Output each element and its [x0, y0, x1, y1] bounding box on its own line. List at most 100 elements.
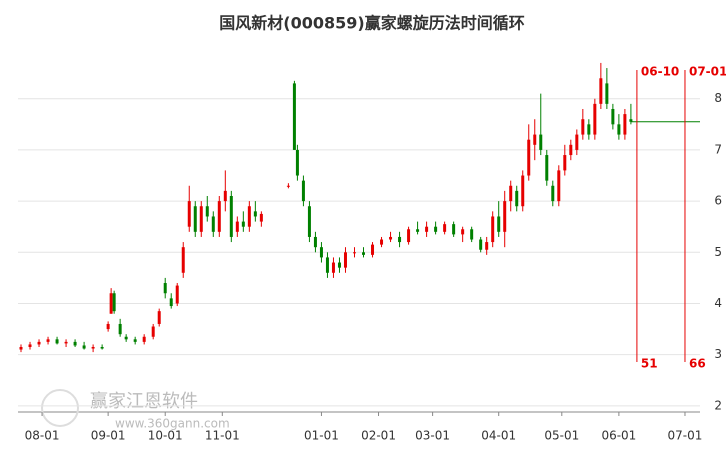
- candle-body: [253, 211, 257, 217]
- watermark-logo: [41, 389, 79, 427]
- candle-body: [19, 346, 23, 350]
- candle-body: [617, 124, 621, 135]
- y-tick-label: 2: [714, 398, 722, 412]
- candle-body: [175, 285, 179, 304]
- candle-body: [118, 323, 122, 335]
- candle-body: [425, 226, 429, 232]
- candle-body: [434, 226, 438, 232]
- x-tick-label: 04-01: [481, 429, 516, 443]
- candle-body: [319, 247, 323, 258]
- candle-body: [551, 185, 555, 202]
- candle-body: [479, 239, 483, 250]
- candle-body: [151, 326, 155, 337]
- candle-body: [557, 170, 561, 202]
- candle-body: [611, 108, 615, 125]
- candle-body: [73, 341, 77, 346]
- candle-body: [362, 252, 366, 255]
- x-tick-label: 09-01: [91, 429, 126, 443]
- candle-body: [521, 175, 525, 207]
- candle-body: [106, 323, 110, 330]
- x-tick-label: 11-01: [205, 429, 240, 443]
- candle-body: [497, 216, 501, 232]
- y-tick-label: 6: [714, 194, 722, 208]
- candle-body: [563, 155, 567, 171]
- watermark-url: www.360gann.com: [115, 417, 230, 431]
- candle-body: [389, 236, 393, 240]
- y-tick-label: 5: [714, 245, 722, 259]
- candle-body: [301, 180, 305, 202]
- candle-body: [509, 185, 513, 202]
- candle-body: [247, 206, 251, 227]
- candle-body: [581, 119, 585, 135]
- watermark: 赢家江恩软件: [90, 390, 198, 412]
- candle-body: [623, 114, 627, 135]
- candle-body: [205, 206, 209, 217]
- candle-body: [533, 134, 537, 145]
- candle-body: [331, 262, 335, 273]
- candle-body: [545, 155, 549, 181]
- candle-body: [169, 298, 173, 307]
- candle-body: [593, 103, 597, 135]
- candle-body: [325, 257, 329, 273]
- candle-body: [91, 346, 95, 349]
- candle-body: [452, 224, 456, 235]
- candle-body: [163, 283, 167, 294]
- candle-body: [199, 206, 203, 232]
- candle-body: [470, 229, 474, 240]
- x-tick-label: 05-01: [544, 429, 579, 443]
- candle-body: [100, 346, 104, 349]
- candle-body: [337, 262, 341, 268]
- x-tick-label: 02-01: [361, 429, 396, 443]
- candle-body: [55, 339, 59, 344]
- candle-body: [599, 78, 603, 104]
- candle-body: [46, 339, 50, 342]
- candle-body: [343, 252, 347, 268]
- candle-body: [187, 201, 191, 227]
- y-tick-label: 8: [714, 91, 722, 105]
- candle-body: [295, 149, 299, 176]
- chart-title: 国风新材(000859)赢家螺旋历法时间循环: [219, 14, 524, 33]
- candle-body: [223, 190, 227, 202]
- candle-body: [142, 336, 146, 342]
- candle-body: [443, 224, 447, 232]
- candle-body: [64, 341, 68, 344]
- x-tick-label: 01-01: [304, 429, 339, 443]
- x-tick-label: 07-01: [668, 429, 703, 443]
- candle-body: [416, 229, 420, 232]
- candle-body: [575, 134, 579, 150]
- candle-body: [485, 242, 489, 250]
- y-tick-label: 4: [714, 296, 722, 310]
- candle-body: [407, 229, 411, 243]
- candle-body: [307, 206, 311, 237]
- candle-body: [193, 206, 197, 232]
- candle-body: [569, 144, 573, 156]
- candle-body: [109, 293, 113, 314]
- candle-body: [211, 216, 215, 232]
- candle-body: [157, 311, 161, 324]
- candle-body: [235, 221, 239, 232]
- candle-body: [229, 195, 233, 237]
- candle-body: [37, 341, 41, 345]
- candle-body: [133, 339, 137, 342]
- x-tick-label: 06-01: [601, 429, 636, 443]
- candle-body: [605, 83, 609, 104]
- candle-body: [398, 236, 402, 243]
- x-tick-label: 10-01: [148, 429, 183, 443]
- candle-body: [181, 247, 185, 273]
- candle-body: [371, 244, 375, 255]
- candle-body: [286, 185, 290, 187]
- candle-body: [587, 124, 591, 135]
- cycle-count: 51: [641, 357, 658, 371]
- x-tick-label: 08-01: [25, 429, 60, 443]
- candle-body: [112, 293, 116, 312]
- candle-body: [527, 139, 531, 176]
- x-tick-label: 03-01: [415, 429, 450, 443]
- candle-body: [217, 201, 221, 232]
- candle-body: [313, 236, 317, 248]
- candle-body: [292, 83, 296, 150]
- candle-body: [491, 216, 495, 243]
- candle-body: [28, 344, 32, 347]
- candle-body: [503, 201, 507, 232]
- cycle-count: 66: [689, 357, 706, 371]
- candle-body: [82, 345, 86, 349]
